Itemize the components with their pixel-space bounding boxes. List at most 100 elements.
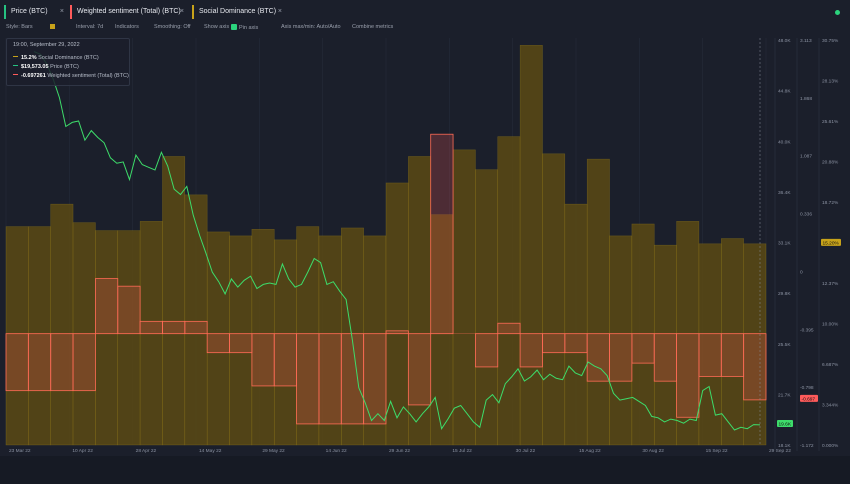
checkbox-checked-icon <box>231 24 237 30</box>
social-axis-tick: 3.344% <box>822 403 839 409</box>
social-axis-tick: 6.687% <box>822 362 839 368</box>
x-tick-label: 29 Jun 22 <box>389 448 410 454</box>
close-icon[interactable]: × <box>179 8 184 15</box>
tab-social-dominance[interactable]: Social Dominance (BTC) × <box>192 5 286 19</box>
sentiment-bar <box>631 333 655 364</box>
sentiment-bar <box>5 333 29 392</box>
price-axis-tick: 29.8K <box>778 291 791 297</box>
social-axis-tick: 30.75% <box>822 38 839 44</box>
style-dropdown[interactable]: Style: Bars <box>6 24 33 30</box>
social-dominance-bar <box>586 158 610 446</box>
sentiment-bar <box>296 333 320 425</box>
chart-area[interactable]: 48.0K 44.8K 40.0K 36.4K 33.1K 29.8K 25.5K 21.7K… <box>0 34 850 456</box>
social-dominance-bar <box>117 230 141 446</box>
price-current-label: 19.6K <box>779 421 792 427</box>
sentiment-bar <box>273 333 297 387</box>
price-axis-tick: 25.5K <box>778 342 791 348</box>
color-swatch-icon[interactable] <box>50 24 55 31</box>
sentiment-current-label-bg <box>800 394 818 402</box>
sentiment-bar <box>519 333 543 368</box>
show-axis-toggle[interactable]: Show axis <box>204 24 229 30</box>
sentiment-axis-tick: -0.395 <box>800 327 814 333</box>
sentiment-bar <box>475 333 499 368</box>
sentiment-bar <box>385 330 409 335</box>
price-axis-tick: 18.1K <box>778 443 791 449</box>
axis-range-dropdown[interactable]: Axis max/min: Auto/Auto <box>281 24 341 30</box>
tooltip-row-social: 15.2% Social Dominance (BTC) <box>13 55 99 61</box>
sentiment-bar <box>743 333 767 401</box>
metric-tabs: Price (BTC) × Weighted sentiment (Total)… <box>0 0 850 22</box>
sentiment-bar <box>229 333 253 354</box>
price-line <box>33 51 761 431</box>
social-dominance-bar <box>95 230 119 446</box>
chart-toolbar: Style: Bars Interval: 7d Indicators Smoo… <box>0 22 850 34</box>
sentiment-bar <box>184 320 208 335</box>
tab-price[interactable]: Price (BTC) × <box>4 5 68 19</box>
price-axis-tick: 33.1K <box>778 241 791 247</box>
pin-axis-toggle[interactable]: Pin axis <box>231 24 258 31</box>
pin-axis-label: Pin axis <box>239 25 259 31</box>
sentiment-bar <box>564 333 588 354</box>
indicators-dropdown[interactable]: Indicators <box>115 24 139 30</box>
sentiment-axis-tick: 0.336 <box>800 212 812 218</box>
sentiment-bar <box>407 333 432 406</box>
price-axis-tick: 48.0K <box>778 38 791 44</box>
sentiment-bar <box>162 320 186 335</box>
smoothing-dropdown[interactable]: Smoothing: Off <box>154 24 191 30</box>
tab-sentiment[interactable]: Weighted sentiment (Total) (BTC) × <box>70 5 188 19</box>
sentiment-bar <box>676 333 700 418</box>
range-navigator[interactable] <box>0 456 850 484</box>
tab-sentiment-label: Weighted sentiment (Total) (BTC) <box>77 8 181 15</box>
x-tick-label: 15 Sep 22 <box>706 448 728 454</box>
social-axis-tick: 18.72% <box>822 200 839 206</box>
x-tick-label: 23 Mar 22 <box>9 448 31 454</box>
sentiment-bar <box>206 333 230 354</box>
sentiment-bar <box>50 333 74 392</box>
close-icon[interactable]: × <box>277 8 282 15</box>
social-dominance-bar <box>162 156 186 446</box>
close-icon[interactable]: × <box>59 8 64 15</box>
social-current-label-bg <box>821 238 841 246</box>
social-axis-tick: 10.00% <box>822 322 839 328</box>
x-tick-label: 15 Jul 22 <box>452 448 472 454</box>
sentiment-axis-tick: -1.172 <box>800 443 814 449</box>
x-tick-label: 15 Aug 22 <box>579 448 601 454</box>
sentiment-bar <box>139 320 163 335</box>
x-tick-label: 29 May 22 <box>262 448 285 454</box>
sentiment-bar <box>318 333 342 425</box>
sentiment-bar <box>251 333 275 387</box>
sentiment-bar <box>430 133 454 335</box>
price-axis-tick: 21.7K <box>778 392 791 398</box>
tooltip-row-price: $19,573.05 Price (BTC) <box>13 64 79 70</box>
sentiment-bar <box>653 333 677 382</box>
chart-tooltip: 19:00, September 29, 2022 15.2% Social D… <box>6 38 130 86</box>
sentiment-bar <box>720 333 745 377</box>
social-dominance-bar <box>452 149 476 446</box>
price-axis-tick: 40.0K <box>778 139 791 145</box>
x-tick-label: 14 Jun 22 <box>326 448 347 454</box>
sentiment-bar <box>698 333 722 377</box>
sentiment-bar <box>27 333 52 392</box>
interval-dropdown[interactable]: Interval: 7d <box>76 24 104 30</box>
tooltip-date: 19:00, September 29, 2022 <box>13 42 80 48</box>
sentiment-bar <box>542 333 566 354</box>
social-axis-tick: 28.13% <box>822 79 839 85</box>
price-axis-tick: 36.4K <box>778 190 791 196</box>
sentiment-bar <box>497 322 521 335</box>
social-current-label: 15.20% <box>823 240 840 246</box>
sentiment-bar <box>95 278 119 335</box>
sentiment-bar <box>340 333 365 425</box>
social-dominance-bar <box>184 194 208 446</box>
sentiment-axis-tick: 1.868 <box>800 96 812 102</box>
combine-metrics-button[interactable]: Combine metrics <box>352 24 394 30</box>
social-dominance-bar <box>542 153 566 446</box>
sentiment-bar <box>72 333 96 392</box>
social-dominance-bar <box>564 203 588 446</box>
x-tick-label: 30 Jul 22 <box>516 448 536 454</box>
show-axis-label: Show axis <box>204 24 230 30</box>
sentiment-axis-tick: -0.798 <box>800 385 814 391</box>
x-tick-label: 30 Aug 22 <box>642 448 664 454</box>
x-tick-label: 29 Sep 22 <box>769 448 791 454</box>
tab-price-label: Price (BTC) <box>11 8 48 15</box>
price-axis-tick: 44.8K <box>778 89 791 95</box>
